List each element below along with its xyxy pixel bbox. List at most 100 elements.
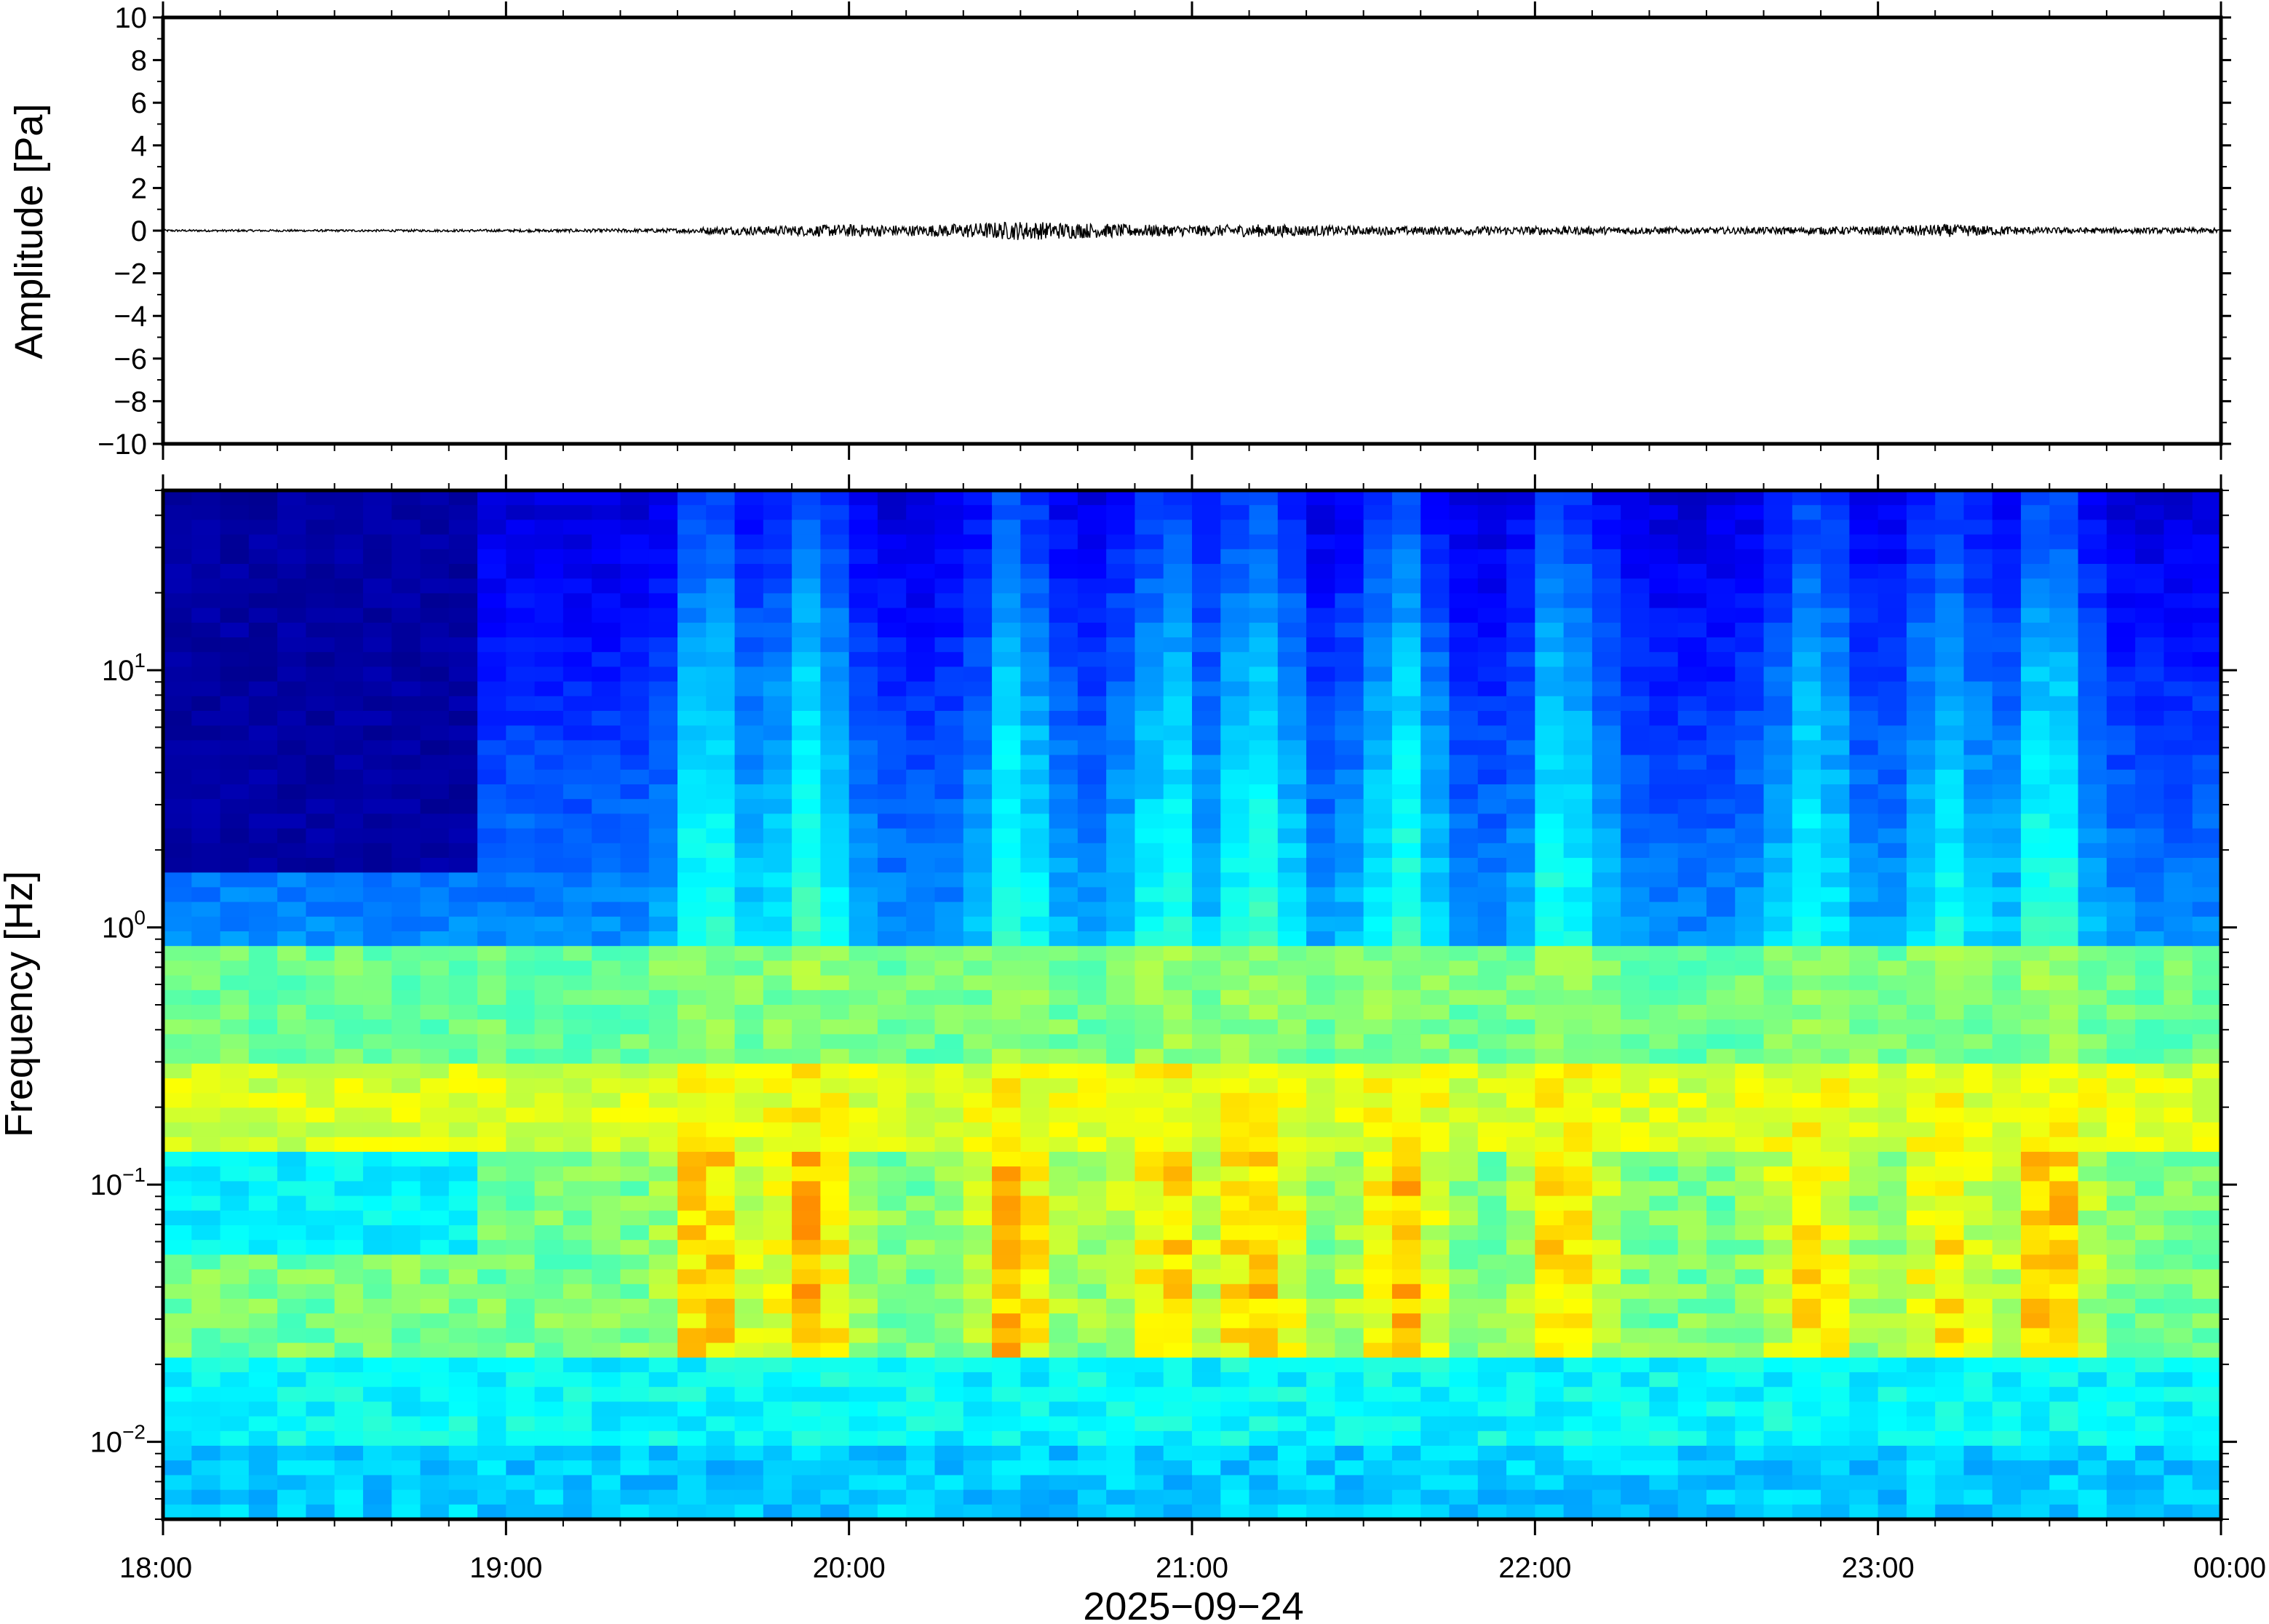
spectrogram-cell xyxy=(1963,1137,1993,1153)
spectrogram-cell xyxy=(1677,1357,1707,1373)
spectrogram-cell xyxy=(220,872,250,888)
spectrogram-cell xyxy=(334,1152,364,1167)
spectrogram-cell xyxy=(1249,828,1279,844)
spectrogram-cell xyxy=(306,799,335,815)
spectrogram-cell xyxy=(792,1181,822,1197)
spectrogram-cell xyxy=(620,1048,650,1064)
spectrogram-cell xyxy=(163,1005,193,1020)
spectrogram-cell xyxy=(1363,1254,1393,1270)
spectrogram-cell xyxy=(534,666,564,682)
spectrogram-cell xyxy=(1735,1078,1765,1094)
spectrogram-cell xyxy=(849,711,878,726)
spectrogram-cell xyxy=(191,505,221,521)
spectrogram-cell xyxy=(1277,1357,1307,1373)
spectrogram-cell xyxy=(906,916,936,932)
spectrogram-cell xyxy=(1792,1195,1821,1211)
spectrogram-cell xyxy=(506,858,536,873)
spectrogram-cell xyxy=(1363,946,1393,962)
spectrogram-cell xyxy=(1106,725,1136,741)
spectrogram-cell xyxy=(1821,990,1851,1006)
spectrogram-cell xyxy=(1335,1019,1364,1035)
spectrogram-cell xyxy=(963,799,993,815)
spectrogram-cell xyxy=(763,1122,792,1138)
spectrogram-cell xyxy=(1391,1063,1422,1079)
spectrogram-cell xyxy=(763,1475,792,1491)
spectrogram-cell xyxy=(277,1387,307,1403)
spectrogram-cell xyxy=(1391,608,1422,624)
spectrogram-cell xyxy=(763,490,792,506)
spectrogram-cell xyxy=(477,622,507,638)
spectrogram-cell xyxy=(1220,1446,1250,1461)
spectrogram-cell xyxy=(1306,1078,1336,1094)
spectrogram-cell xyxy=(1677,1181,1707,1197)
spectrogram-cell xyxy=(277,784,307,800)
spectrogram-cell xyxy=(1249,1166,1279,1182)
spectrogram-cell xyxy=(706,799,736,815)
spectrogram-cell xyxy=(2021,960,2051,976)
spectrogram-cell xyxy=(1020,593,1050,609)
spectrogram-cell xyxy=(934,858,964,873)
spectrogram-cell xyxy=(849,1401,878,1417)
spectrogram-cell xyxy=(648,872,678,888)
spectrogram-cell xyxy=(1935,813,1965,829)
spectrogram-cell xyxy=(677,520,707,536)
spectrogram-cell xyxy=(1935,1475,1965,1491)
spectrogram-cell xyxy=(592,1372,621,1388)
spectrogram-cell xyxy=(1506,564,1536,579)
spectrogram-cell xyxy=(1192,1504,1222,1519)
spectrogram-cell xyxy=(1420,652,1450,668)
spectrogram-cell xyxy=(1477,1181,1507,1197)
spectrogram-cell xyxy=(392,828,421,844)
spectrogram-cell xyxy=(592,1283,621,1299)
spectrogram-cell xyxy=(1106,843,1136,859)
spectrogram-cell xyxy=(477,1401,507,1417)
spectrogram-cell xyxy=(1106,828,1136,844)
spectrogram-cell xyxy=(1020,901,1050,918)
spectrogram-cell xyxy=(2021,784,2051,800)
spectrogram-cell xyxy=(1335,946,1364,962)
spectrogram-cell xyxy=(362,769,393,785)
spectrogram-cell xyxy=(1563,828,1593,844)
spectrogram-cell xyxy=(1306,1048,1336,1064)
spectrogram-cell xyxy=(1792,1210,1821,1226)
spectrogram-cell xyxy=(620,1166,650,1182)
spectrogram-cell xyxy=(306,1328,335,1344)
spectrogram-cell xyxy=(1249,1460,1279,1476)
spectrogram-cell xyxy=(448,1299,478,1314)
spectrogram-cell xyxy=(448,652,478,668)
spectrogram-cell xyxy=(277,1475,307,1491)
spectrogram-cell xyxy=(1249,725,1279,741)
spectrogram-cell xyxy=(1077,1240,1107,1256)
spectrogram-cell xyxy=(1077,1504,1107,1519)
spectrogram-cell xyxy=(1134,1005,1164,1020)
spectrogram-cell xyxy=(1477,755,1507,771)
spectrogram-cell xyxy=(2049,1063,2079,1079)
spectrogram-cell xyxy=(392,549,421,565)
spectrogram-cell xyxy=(1649,843,1679,859)
spectrogram-cell xyxy=(734,1313,764,1329)
spectrogram-cell xyxy=(220,725,250,741)
spectrogram-cell xyxy=(1649,1225,1679,1241)
spectrogram-cell xyxy=(1477,1283,1507,1299)
spectrogram-cell xyxy=(763,1372,792,1388)
spectrogram-cell xyxy=(362,608,393,624)
spectrogram-cell xyxy=(248,1504,278,1519)
spectrogram-cell xyxy=(1163,1489,1193,1505)
spectrogram-cell xyxy=(2021,740,2051,756)
spectrogram-cell xyxy=(1077,1401,1107,1417)
spectrogram-cell xyxy=(1391,1299,1422,1314)
spectrogram-cell xyxy=(1763,1475,1793,1491)
spectrogram-cell xyxy=(2021,1475,2051,1491)
spectrogram-cell xyxy=(620,711,650,726)
spectrogram-cell xyxy=(1592,1446,1621,1461)
spectrogram-cell xyxy=(1735,828,1765,844)
spectrogram-cell xyxy=(620,872,650,888)
spectrogram-cell xyxy=(2021,1063,2051,1079)
spectrogram-cell xyxy=(1134,1446,1164,1461)
spectrogram-cell xyxy=(1049,1122,1078,1138)
spectrogram-cell xyxy=(877,916,907,932)
spectrogram-cell xyxy=(1306,799,1336,815)
spectrogram-cell xyxy=(963,725,993,741)
spectrogram-cell xyxy=(1649,1401,1679,1417)
spectrogram-cell xyxy=(1792,725,1821,741)
